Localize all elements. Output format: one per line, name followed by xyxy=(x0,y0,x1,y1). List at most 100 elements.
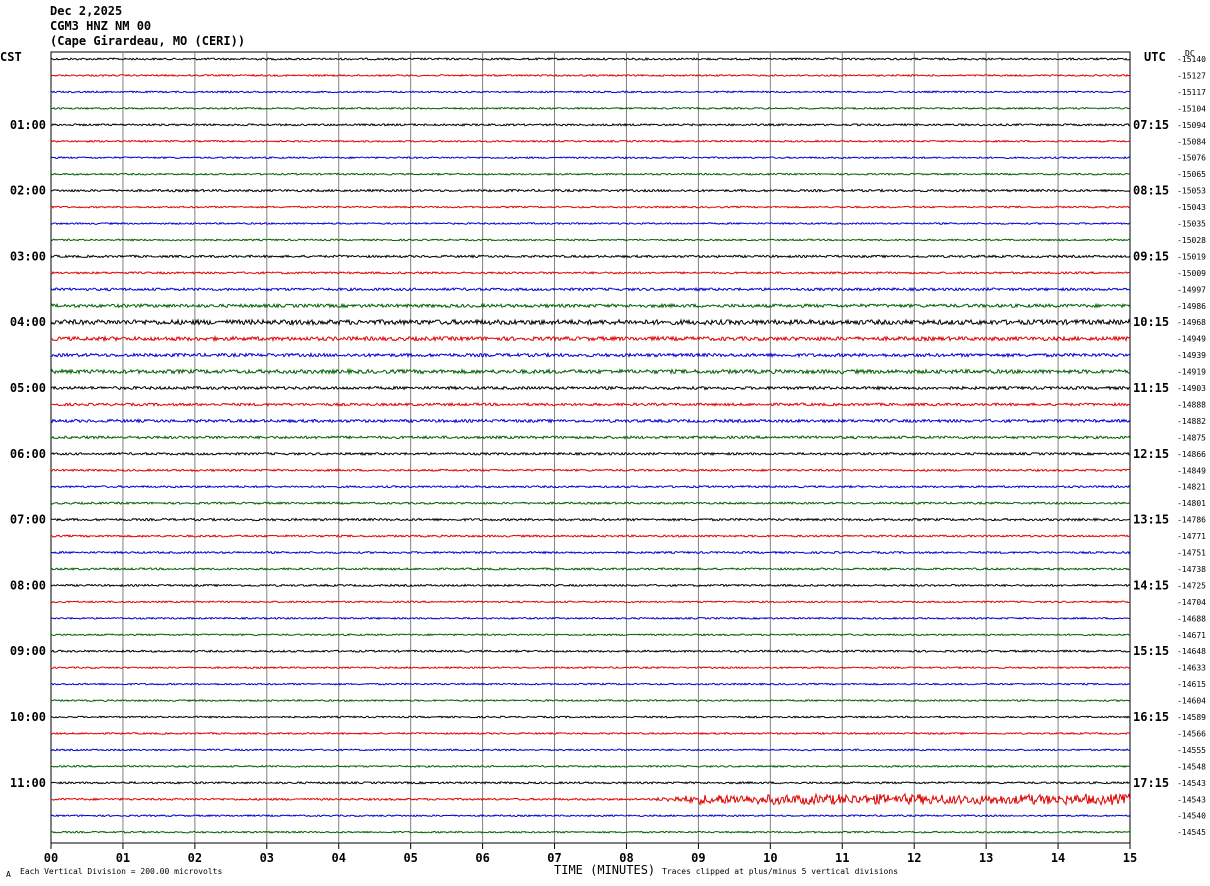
dc-offset-label: -14648 xyxy=(1177,647,1206,656)
dc-offset-label: -14866 xyxy=(1177,450,1206,459)
left-hour-label: 09:00 xyxy=(10,644,46,658)
dc-offset-label: -14903 xyxy=(1177,384,1206,393)
dc-offset-label: -14615 xyxy=(1177,680,1206,689)
dc-offset-label: -14540 xyxy=(1177,812,1206,821)
dc-label: DC xyxy=(1185,49,1195,58)
right-hour-label: 12:15 xyxy=(1133,447,1169,461)
dc-offset-label: -15065 xyxy=(1177,170,1206,179)
seismic-trace xyxy=(50,188,1131,193)
dc-offset-label: -14704 xyxy=(1177,598,1206,607)
left-hour-label: 10:00 xyxy=(10,710,46,724)
dc-offset-label: -14725 xyxy=(1177,581,1206,590)
dc-offset-label: -15140 xyxy=(1177,55,1206,64)
seismic-trace xyxy=(50,715,1131,719)
seismic-trace xyxy=(50,139,1131,143)
right-hour-label: 07:15 xyxy=(1133,118,1169,132)
seismic-trace xyxy=(50,302,1131,309)
seismic-traces xyxy=(50,57,1131,834)
dc-offset-label: -15019 xyxy=(1177,252,1206,261)
dc-offset-label: -14604 xyxy=(1177,697,1206,706)
left-hour-label: 02:00 xyxy=(10,184,46,198)
x-tick-label: 09 xyxy=(691,851,705,865)
dc-offset-label: -14949 xyxy=(1177,335,1206,344)
dc-offset-label: -14555 xyxy=(1177,746,1206,755)
seismic-trace xyxy=(50,318,1131,327)
axis-labels: 01:00 02:00 03:00 04:00 05:00 06:00 07:00 08:00… xyxy=(10,55,1206,837)
seismic-trace xyxy=(50,780,1131,785)
dc-offset-label: -14688 xyxy=(1177,614,1206,623)
seismic-trace xyxy=(50,830,1131,834)
seismic-trace xyxy=(50,334,1131,343)
dc-offset-label: -14738 xyxy=(1177,565,1206,574)
dc-offset-label: -14997 xyxy=(1177,285,1206,294)
seismic-trace xyxy=(50,172,1131,176)
seismic-trace xyxy=(51,517,1131,522)
seismic-trace xyxy=(50,633,1131,637)
x-tick-label: 06 xyxy=(475,851,489,865)
dc-offset-label: -14821 xyxy=(1177,483,1206,492)
seismic-trace xyxy=(50,616,1131,620)
dc-offset-label: -15043 xyxy=(1177,203,1206,212)
corner-mark: A xyxy=(6,870,11,879)
dc-offset-label: -14589 xyxy=(1177,713,1206,722)
left-hour-label: 03:00 xyxy=(10,249,46,263)
x-tick-label: 10 xyxy=(763,851,777,865)
seismic-trace xyxy=(50,649,1131,654)
seismic-trace xyxy=(50,286,1131,292)
dc-offset-label: -14968 xyxy=(1177,318,1206,327)
right-timezone-label: UTC xyxy=(1144,50,1166,64)
seismic-trace xyxy=(50,792,1131,807)
right-hour-label: 16:15 xyxy=(1133,710,1169,724)
seismic-trace xyxy=(50,665,1131,670)
left-hour-label: 01:00 xyxy=(10,118,46,132)
dc-offset-label: -14751 xyxy=(1177,549,1206,558)
date-label: Dec 2,2025 xyxy=(50,4,123,18)
x-tick-label: 07 xyxy=(547,851,561,865)
plot-frame xyxy=(50,51,1131,844)
seismic-trace xyxy=(50,270,1131,275)
x-tick-label: 01 xyxy=(116,851,130,865)
seismic-trace xyxy=(50,418,1131,424)
right-hour-label: 10:15 xyxy=(1133,315,1169,329)
dc-offset-label: -14986 xyxy=(1177,302,1206,311)
dc-offset-label: -14875 xyxy=(1177,433,1206,442)
left-hour-label: 06:00 xyxy=(10,447,46,461)
seismic-trace xyxy=(50,57,1131,61)
station-label: CGM3 HNZ NM 00 xyxy=(50,19,152,33)
seismic-trace xyxy=(50,90,1131,94)
x-axis-label: TIME (MINUTES) xyxy=(554,863,656,877)
seismic-trace xyxy=(50,73,1131,78)
right-hour-label: 13:15 xyxy=(1133,513,1169,527)
seismic-trace xyxy=(50,468,1131,473)
x-tick-label: 02 xyxy=(188,851,202,865)
clip-note: Traces clipped at plus/minus 5 vertical … xyxy=(662,867,899,876)
seismic-trace xyxy=(50,254,1131,259)
seismic-trace xyxy=(50,682,1131,686)
dc-offset-label: -14786 xyxy=(1177,516,1206,525)
dc-offset-label: -14548 xyxy=(1177,762,1206,771)
seismic-trace xyxy=(50,367,1131,376)
minute-grid xyxy=(50,51,1131,844)
x-tick-label: 15 xyxy=(1123,851,1137,865)
dc-offset-label: -15117 xyxy=(1177,88,1206,97)
right-hour-label: 08:15 xyxy=(1133,184,1169,198)
dc-offset-label: -15076 xyxy=(1177,154,1206,163)
x-tick-label: 13 xyxy=(979,851,993,865)
seismic-trace xyxy=(50,814,1131,818)
dc-offset-label: -14919 xyxy=(1177,368,1206,377)
dc-offset-label: -14543 xyxy=(1177,795,1206,804)
dc-offset-label: -14671 xyxy=(1177,631,1206,640)
dc-offset-label: -14801 xyxy=(1177,499,1206,508)
x-tick-label: 05 xyxy=(403,851,417,865)
dc-offset-label: -15009 xyxy=(1177,269,1206,278)
dc-offset-label: -14771 xyxy=(1177,532,1206,541)
dc-offset-label: -15053 xyxy=(1177,187,1206,196)
right-hour-label: 17:15 xyxy=(1133,776,1169,790)
seismic-trace xyxy=(50,122,1131,127)
seismic-trace xyxy=(50,567,1131,571)
right-hour-label: 14:15 xyxy=(1133,578,1169,592)
dc-offset-label: -14566 xyxy=(1177,729,1206,738)
location-label: (Cape Girardeau, MO (CERI)) xyxy=(50,34,246,48)
seismic-trace xyxy=(50,106,1131,110)
x-tick-label: 00 xyxy=(44,851,58,865)
